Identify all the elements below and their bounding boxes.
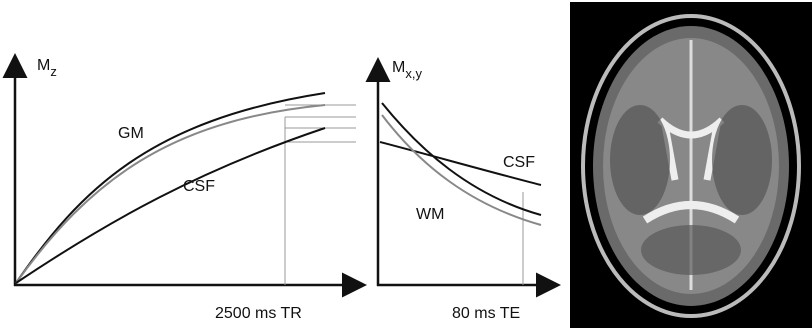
figure: Mz GM CSF 2500 ms TR Mx,y CSF WM 80 ms T…	[0, 0, 812, 328]
gm-curve	[16, 93, 325, 283]
y-label: Mx,y	[392, 59, 422, 81]
wm-curve	[16, 105, 325, 283]
curve-label: WM	[416, 206, 444, 223]
x-marker-label: 80 ms TE	[452, 305, 520, 322]
curve-label: CSF	[183, 178, 215, 195]
right-plot: Mx,y CSF WM 80 ms TE	[377, 59, 556, 322]
guide-lines	[285, 105, 356, 285]
curve-label: GM	[118, 125, 144, 142]
y-label: Mz	[37, 57, 57, 79]
x-marker-label: 2500 ms TR	[215, 305, 302, 322]
left-plot: Mz GM CSF 2500 ms TR	[14, 57, 362, 322]
csf-curve	[16, 128, 325, 283]
curve-label: CSF	[503, 154, 535, 171]
mri-image	[570, 2, 812, 328]
